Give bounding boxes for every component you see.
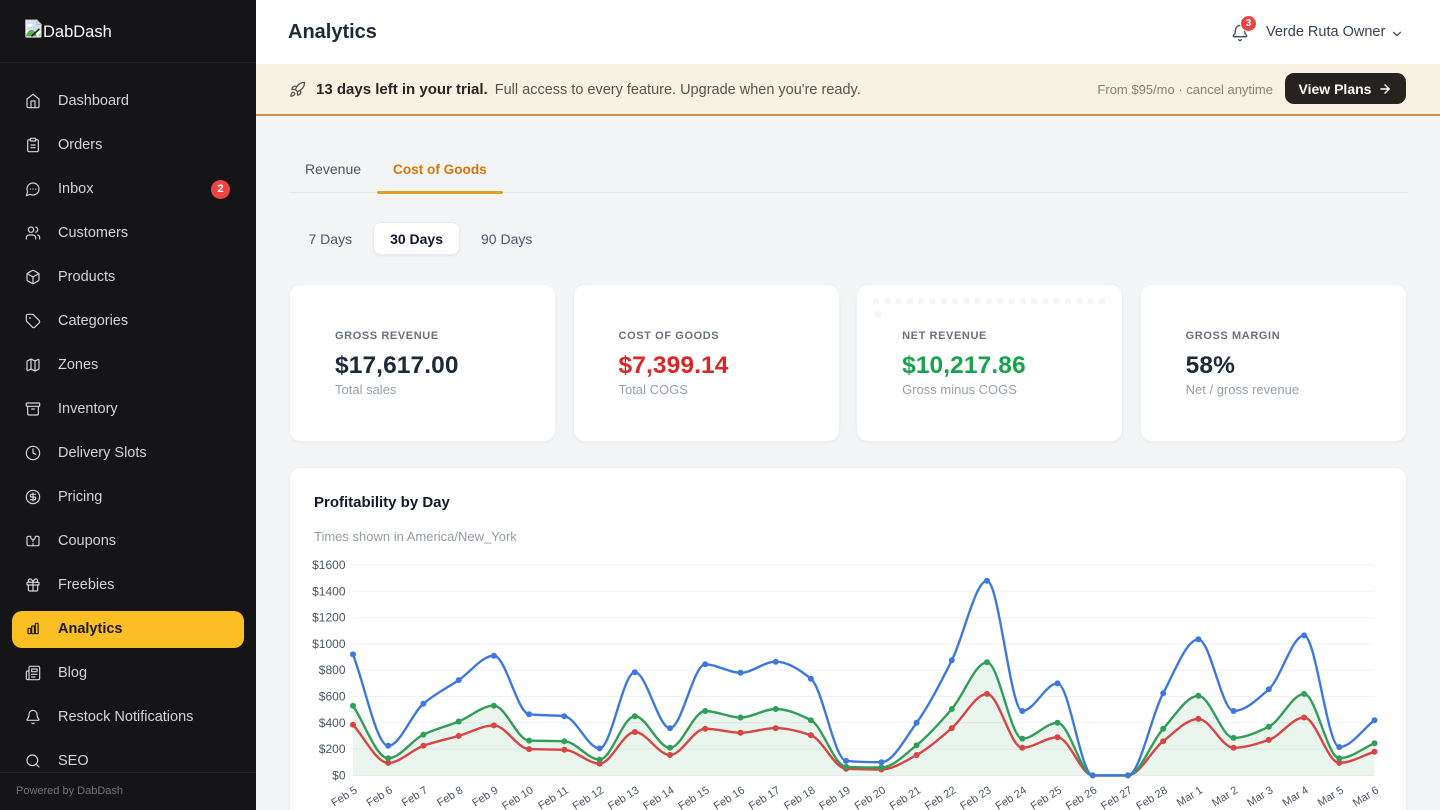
svg-text:Feb 9: Feb 9	[470, 784, 500, 809]
svg-text:Feb 14: Feb 14	[641, 784, 676, 810]
svg-text:Feb 8: Feb 8	[435, 784, 465, 809]
svg-text:Mar 2: Mar 2	[1210, 784, 1240, 809]
svg-text:Feb 5: Feb 5	[329, 784, 359, 809]
svg-text:Feb 10: Feb 10	[500, 784, 535, 810]
svg-text:Feb 22: Feb 22	[923, 784, 958, 810]
svg-text:Feb 15: Feb 15	[676, 784, 711, 810]
svg-text:$800: $800	[319, 663, 346, 677]
svg-text:Mar 4: Mar 4	[1280, 784, 1310, 809]
svg-text:Feb 26: Feb 26	[1064, 784, 1099, 810]
svg-text:Mar 5: Mar 5	[1316, 784, 1346, 809]
svg-text:$400: $400	[319, 716, 346, 730]
svg-text:$1200: $1200	[312, 611, 346, 625]
svg-text:Feb 18: Feb 18	[782, 784, 817, 810]
svg-text:Feb 24: Feb 24	[993, 784, 1028, 810]
svg-text:Feb 11: Feb 11	[536, 784, 571, 810]
svg-text:Mar 6: Mar 6	[1351, 784, 1381, 809]
svg-text:Feb 17: Feb 17	[747, 784, 782, 810]
svg-text:Feb 13: Feb 13	[606, 784, 641, 810]
svg-text:$1000: $1000	[312, 637, 346, 651]
svg-text:$1600: $1600	[312, 558, 346, 572]
svg-text:Feb 28: Feb 28	[1134, 784, 1169, 810]
svg-text:Mar 1: Mar 1	[1175, 784, 1205, 809]
svg-text:$1400: $1400	[312, 584, 346, 598]
svg-text:$200: $200	[319, 742, 346, 756]
svg-text:Feb 6: Feb 6	[365, 784, 395, 809]
svg-text:Feb 7: Feb 7	[400, 784, 430, 809]
svg-text:Mar 3: Mar 3	[1245, 784, 1275, 809]
svg-text:Feb 25: Feb 25	[1029, 784, 1064, 810]
svg-text:Feb 19: Feb 19	[817, 784, 852, 810]
svg-text:Feb 16: Feb 16	[712, 784, 747, 810]
svg-text:Feb 20: Feb 20	[853, 784, 888, 810]
svg-text:Feb 12: Feb 12	[571, 784, 606, 810]
svg-text:$600: $600	[319, 690, 346, 704]
svg-text:Feb 21: Feb 21	[888, 784, 923, 810]
svg-text:Feb 23: Feb 23	[958, 784, 993, 810]
svg-text:$0: $0	[332, 768, 346, 782]
svg-text:Feb 27: Feb 27	[1099, 784, 1134, 810]
